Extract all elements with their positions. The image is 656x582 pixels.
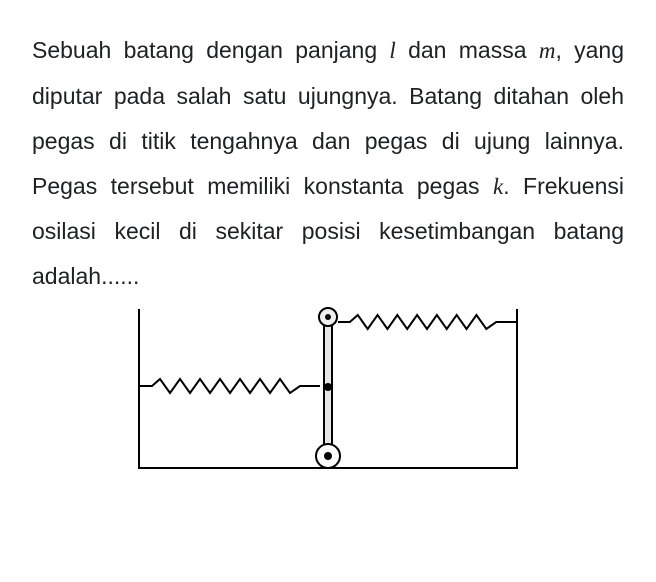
midpoint-connector: [324, 383, 332, 391]
pivot-pin-icon: [324, 452, 332, 460]
spring-top-right: [338, 313, 516, 331]
variable-k: k: [493, 174, 503, 199]
variable-m: m: [539, 38, 556, 63]
spring-mid-left: [140, 377, 320, 395]
diagram-container: [32, 309, 624, 469]
top-hinge: [318, 307, 338, 327]
pivot-hinge: [315, 443, 341, 469]
problem-text: Sebuah batang dengan panjang l dan massa…: [32, 28, 624, 299]
text-part-2: dan massa: [396, 37, 539, 63]
apparatus-frame: [138, 309, 518, 469]
text-part-1: Sebuah batang dengan panjang: [32, 37, 389, 63]
